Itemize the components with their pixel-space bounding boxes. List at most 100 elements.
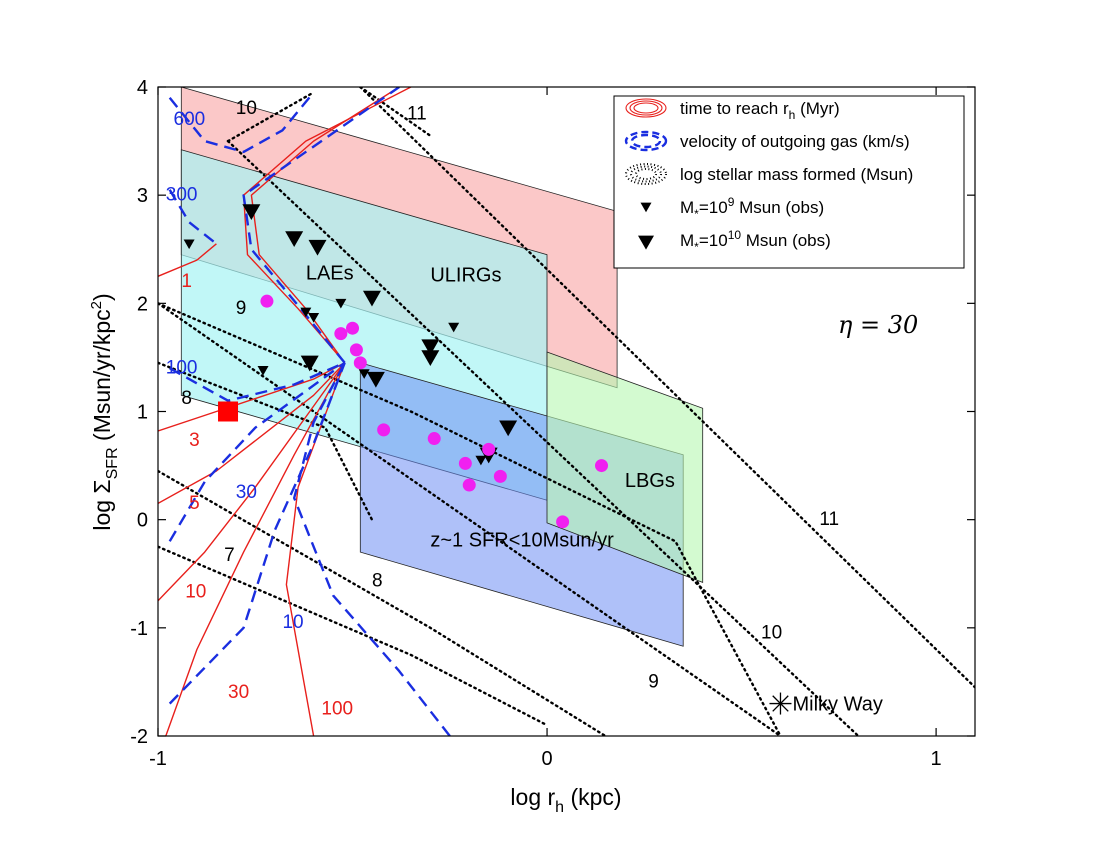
obs-large-triangle-8 bbox=[499, 420, 518, 437]
time-contour-2 bbox=[158, 362, 346, 505]
time-label-0: 1 bbox=[181, 271, 192, 292]
legend-text-sub: h bbox=[789, 108, 796, 122]
region-label-1: LAEs bbox=[306, 263, 354, 285]
time-label-3: 10 bbox=[185, 582, 206, 603]
x-tick-label-2: 1 bbox=[931, 748, 942, 770]
lae-point-5 bbox=[377, 423, 391, 437]
mass-label-4: 9 bbox=[648, 671, 659, 692]
lae-point-9 bbox=[482, 442, 496, 456]
legend-small-triangle bbox=[640, 202, 652, 213]
legend-text-main: time to reach r bbox=[680, 99, 789, 118]
legend-text-tail2: Msun (obs) bbox=[741, 231, 831, 250]
mass-line-5 bbox=[226, 139, 860, 736]
obs-small-triangle-3 bbox=[308, 312, 320, 323]
legend-text-mass: log stellar mass formed (Msun) bbox=[680, 165, 913, 184]
lae-point-0 bbox=[260, 294, 274, 308]
lae-point-6 bbox=[427, 432, 441, 446]
legend-text-tail: =10 bbox=[699, 231, 728, 250]
velocity-contour-2 bbox=[169, 361, 346, 402]
y-tick-label-3: 1 bbox=[137, 402, 148, 424]
obs-large-triangle-4 bbox=[300, 355, 319, 372]
x-tick-label-1: 0 bbox=[541, 748, 552, 770]
legend-velocity-ring bbox=[624, 130, 668, 152]
obs-small-triangle-4 bbox=[335, 298, 347, 309]
legend-time-ring bbox=[625, 98, 667, 118]
legend-text-tail: =10 bbox=[699, 198, 728, 217]
y-tick-label-0: -2 bbox=[130, 726, 148, 748]
y-tick-label-1: -1 bbox=[130, 618, 148, 640]
obs-small-triangle-1 bbox=[257, 365, 269, 376]
obs-large-triangle-2 bbox=[308, 239, 327, 256]
region-label-2: z~1 SFR<10Msun/yr bbox=[430, 530, 614, 552]
velocity-contour-5 bbox=[293, 362, 451, 736]
time-contour-6 bbox=[242, 87, 412, 364]
time-contours-layer bbox=[158, 87, 412, 736]
milky-way-star-ray bbox=[772, 695, 789, 712]
y-tick-label-6: 4 bbox=[137, 77, 148, 99]
legend-text-sub: * bbox=[694, 240, 699, 254]
legend-text-main: velocity of outgoing gas (km/s) bbox=[680, 132, 910, 151]
obs-large-triangle-0 bbox=[242, 204, 261, 220]
regions-layer bbox=[180, 87, 704, 647]
legend-text-obs10: M*=1010 Msun (obs) bbox=[680, 228, 831, 254]
legend-mass-ring bbox=[630, 165, 662, 183]
velocity-contour-1 bbox=[168, 189, 218, 245]
legend-text-sub: * bbox=[694, 207, 699, 221]
milky-way-square bbox=[218, 401, 239, 422]
time-label-2: 5 bbox=[189, 493, 200, 514]
obs-small-triangle-0 bbox=[183, 239, 195, 250]
region-label-0: ULIRGs bbox=[430, 265, 501, 287]
legend-text-sup: 9 bbox=[728, 195, 735, 209]
obs-small-triangle-5 bbox=[448, 322, 460, 333]
obs-large-triangle-6 bbox=[421, 339, 440, 356]
legend-item-mass: log stellar mass formed (Msun) bbox=[625, 163, 913, 185]
obs-small-triangle-6 bbox=[475, 455, 487, 466]
lae-point-3 bbox=[349, 343, 363, 357]
mass-line-1 bbox=[158, 469, 607, 736]
mass-label-2: 8 bbox=[181, 388, 192, 409]
legend-item-obs10: M*=1010 Msun (obs) bbox=[638, 228, 831, 254]
eta-annotation: η = 30 bbox=[838, 311, 918, 339]
x-tick-label-0: -1 bbox=[149, 748, 167, 770]
lae-point-11 bbox=[556, 515, 570, 529]
y-tick-label-2: 0 bbox=[137, 510, 148, 532]
mass-label-5: 10 bbox=[761, 623, 782, 644]
mass-label-1: 8 bbox=[372, 571, 383, 592]
time-contour-1 bbox=[158, 362, 346, 432]
time-contour-5 bbox=[285, 362, 346, 736]
milky-way-star bbox=[769, 692, 792, 715]
labels-layer: ULIRGs LAEs z~1 SFR<10Msun/yr LBGs 7 8 8 9 9 10 10… bbox=[166, 98, 883, 719]
legend-velocity-ring bbox=[630, 133, 662, 149]
velocity-contour-0 bbox=[168, 91, 315, 154]
mass-line-0 bbox=[158, 545, 549, 727]
mass-line-7 bbox=[359, 87, 975, 689]
legend-item-obs9: M*=109 Msun (obs) bbox=[640, 195, 824, 221]
legend-text-time: time to reach rh (Myr) bbox=[680, 99, 840, 122]
velocity-contour-3 bbox=[168, 361, 346, 542]
x-axis-label: log rh (kpc) bbox=[510, 784, 621, 816]
legend-mass-ring bbox=[635, 168, 657, 180]
lae-point-7 bbox=[458, 456, 472, 470]
velocity-contour-4 bbox=[168, 362, 346, 705]
legend-text-main: log stellar mass formed (Msun) bbox=[680, 165, 913, 184]
lae-point-12 bbox=[595, 459, 609, 473]
legend-mass-ring bbox=[625, 163, 667, 185]
obs-large-triangle-5 bbox=[366, 371, 385, 388]
milky-way-label: Milky Way bbox=[792, 694, 882, 716]
obs-large-triangle-7 bbox=[421, 350, 440, 366]
region-label-3: LBGs bbox=[625, 470, 675, 492]
lae-point-1 bbox=[334, 327, 348, 341]
region-3 bbox=[546, 351, 704, 583]
mass-label-6: 10 bbox=[236, 98, 257, 119]
mass-label-3: 9 bbox=[236, 298, 247, 319]
legend-time-ring bbox=[629, 100, 663, 116]
lae-small-point-0 bbox=[465, 481, 474, 490]
legend-time-ring bbox=[633, 102, 659, 114]
mass-line-4 bbox=[158, 302, 782, 736]
mass-line-2 bbox=[158, 361, 374, 521]
mass-line-8 bbox=[359, 87, 432, 137]
legend-box bbox=[613, 95, 965, 269]
time-label-5: 100 bbox=[321, 698, 353, 719]
